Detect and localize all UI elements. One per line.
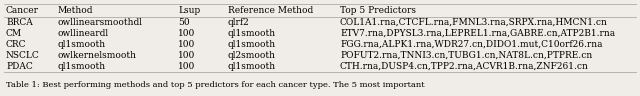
Text: Lsup: Lsup [178, 6, 200, 15]
Text: ql1smooth: ql1smooth [228, 62, 276, 71]
Text: BRCA: BRCA [6, 18, 33, 27]
Text: Table 1: Best performing methods and top 5 predictors for each cancer type. The : Table 1: Best performing methods and top… [6, 81, 424, 89]
Text: Cancer: Cancer [6, 6, 39, 15]
Text: owlkernelsmooth: owlkernelsmooth [58, 51, 137, 60]
Text: 100: 100 [178, 40, 195, 49]
Text: PDAC: PDAC [6, 62, 33, 71]
Text: 50: 50 [178, 18, 189, 27]
Text: POFUT2.rna,TNNI3.cn,TUBG1.cn,NAT8L.cn,PTPRE.cn: POFUT2.rna,TNNI3.cn,TUBG1.cn,NAT8L.cn,PT… [340, 51, 592, 60]
Text: 100: 100 [178, 29, 195, 38]
Text: ql1smooth: ql1smooth [58, 40, 106, 49]
Text: 100: 100 [178, 51, 195, 60]
Text: COL1A1.rna,CTCFL.rna,FMNL3.rna,SRPX.rna,HMCN1.cn: COL1A1.rna,CTCFL.rna,FMNL3.rna,SRPX.rna,… [340, 18, 608, 27]
Text: NSCLC: NSCLC [6, 51, 40, 60]
Text: ql1smooth: ql1smooth [228, 40, 276, 49]
Text: CM: CM [6, 29, 22, 38]
Text: ql1smooth: ql1smooth [228, 29, 276, 38]
Text: 100: 100 [178, 62, 195, 71]
Text: CTH.rna,DUSP4.cn,TPP2.rna,ACVR1B.rna,ZNF261.cn: CTH.rna,DUSP4.cn,TPP2.rna,ACVR1B.rna,ZNF… [340, 62, 589, 71]
Text: owllineardl: owllineardl [58, 29, 109, 38]
Text: owllinearsmoothdl: owllinearsmoothdl [58, 18, 143, 27]
Text: CRC: CRC [6, 40, 26, 49]
Text: Reference Method: Reference Method [228, 6, 313, 15]
Text: ETV7.rna,DPYSL3.rna,LEPREL1.rna,GABRE.cn,ATP2B1.rna: ETV7.rna,DPYSL3.rna,LEPREL1.rna,GABRE.cn… [340, 29, 615, 38]
Text: FGG.rna,ALPK1.rna,WDR27.cn,DIDO1.mut,C10orf26.rna: FGG.rna,ALPK1.rna,WDR27.cn,DIDO1.mut,C10… [340, 40, 602, 49]
Text: qlrf2: qlrf2 [228, 18, 250, 27]
Text: ql1smooth: ql1smooth [58, 62, 106, 71]
Text: Method: Method [58, 6, 93, 15]
Text: ql2smooth: ql2smooth [228, 51, 276, 60]
Text: Top 5 Predictors: Top 5 Predictors [340, 6, 416, 15]
